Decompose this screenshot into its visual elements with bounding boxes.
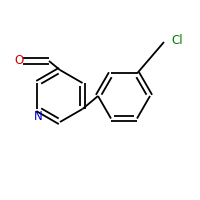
Text: Cl: Cl (171, 34, 183, 47)
Text: N: N (34, 110, 42, 123)
Text: O: O (14, 54, 24, 68)
